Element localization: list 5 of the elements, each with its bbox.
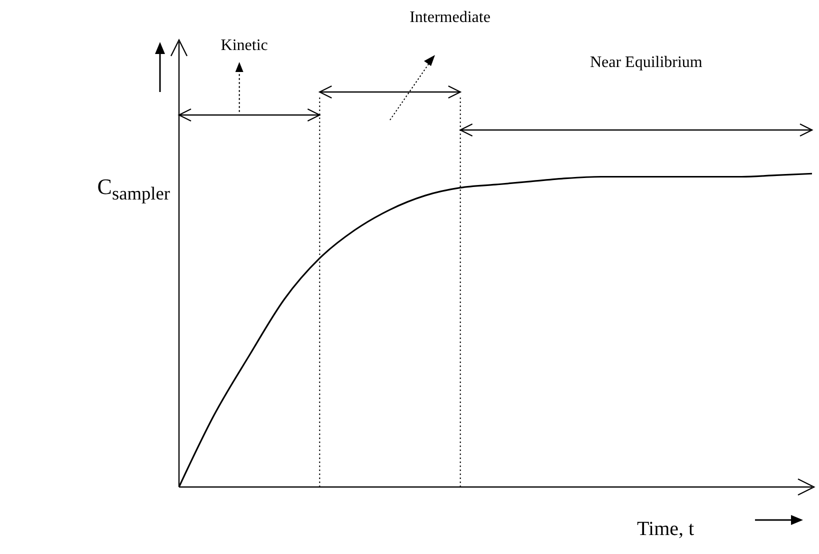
text: Near Equilibrium xyxy=(590,54,703,71)
y-axis-title: C$_{sampler}$ xyxy=(97,174,170,204)
text: Intermediate xyxy=(410,9,490,26)
text: Kinetic xyxy=(220,37,268,54)
x-axis-title: Time, t xyxy=(637,518,694,541)
